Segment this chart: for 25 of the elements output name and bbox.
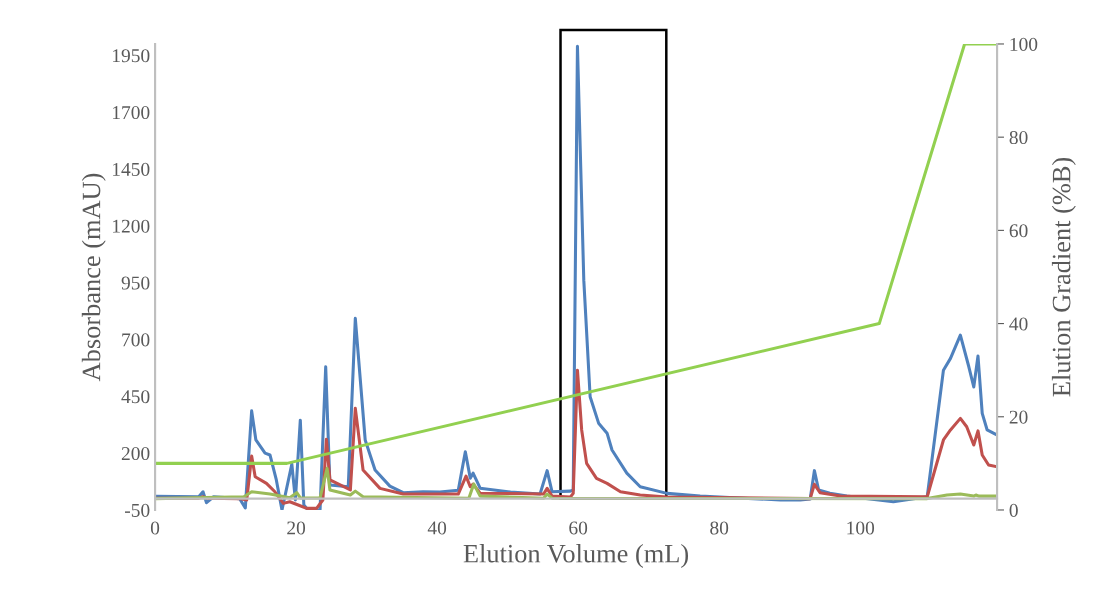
x-axis-title: Elution Volume (mL): [463, 544, 689, 568]
x-tick-label: 0: [150, 521, 160, 535]
x-tick-label: 40: [427, 521, 447, 535]
y-tick-label: 200: [121, 446, 150, 461]
y-tick-label: 1200: [113, 219, 150, 233]
y2-tick-label: 60: [1009, 224, 1028, 238]
y2-tick-label: 40: [1009, 317, 1028, 331]
y-tick-label: 950: [121, 276, 150, 290]
x-tick-label: 80: [710, 521, 729, 535]
y-tick-label: 700: [122, 333, 150, 347]
x-tick-label: 60: [569, 521, 588, 535]
x-tick-label: 100: [847, 521, 875, 535]
y2-tick-label: 100: [1010, 37, 1038, 51]
y-tick-label: -50: [124, 503, 150, 517]
y-tick-label: 1450: [113, 162, 150, 176]
y2-tick-label: 0: [1009, 503, 1018, 517]
y-axis-title: Absorbance (mAU): [81, 173, 106, 382]
y2-tick-label: 20: [1009, 410, 1028, 424]
y-tick-label: 450: [121, 390, 150, 404]
line-series: [155, 466, 998, 501]
x-tick-label: 20: [287, 521, 306, 535]
y-tick-label: 1700: [113, 105, 150, 120]
y2-axis-title: Elution Gradient (%B): [1051, 157, 1076, 397]
y-tick-label: 1950: [113, 49, 150, 63]
y2-tick-label: 80: [1009, 130, 1028, 145]
